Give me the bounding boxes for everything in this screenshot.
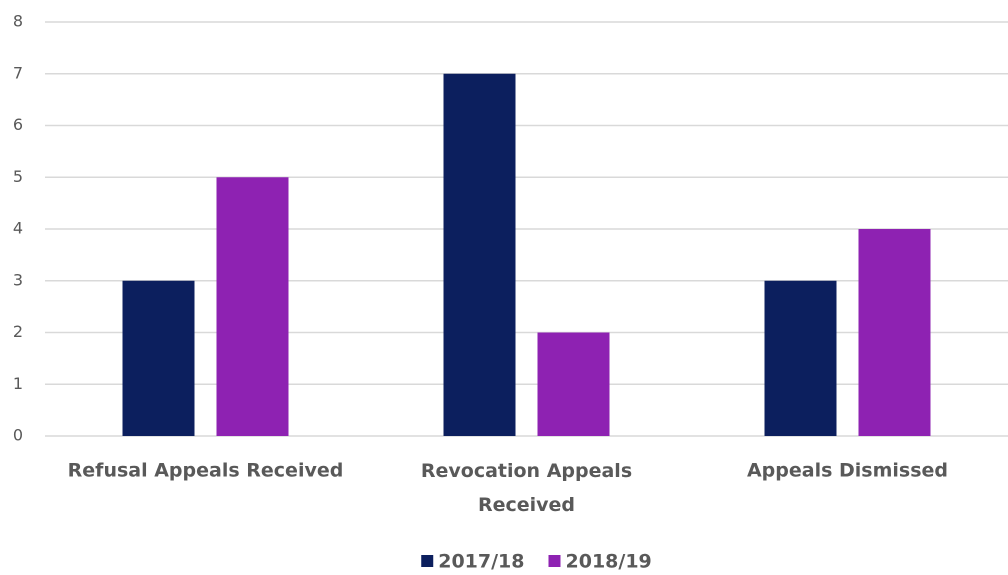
bar [858,229,931,436]
y-tick-label: 1 [13,374,23,393]
bar [216,177,289,436]
y-tick-label: 6 [13,115,23,134]
bar [764,280,837,436]
x-tick-label: Appeals Dismissed [747,460,948,482]
y-tick-label: 8 [13,12,23,31]
bar [122,280,195,436]
y-tick-label: 2 [13,322,23,341]
x-tick-label: Revocation Appeals Received [421,460,632,516]
y-tick-label: 4 [13,219,23,238]
bar [537,332,610,436]
y-tick-label: 7 [13,63,23,82]
bar [443,73,516,436]
legend-swatch [421,555,434,567]
legend: 2017/18 2018/19 [421,551,652,573]
legend-swatch [548,555,561,567]
x-tick-label: Refusal Appeals Received [68,460,344,482]
legend-label: 2018/19 [566,551,652,573]
y-tick-label: 5 [13,167,23,186]
y-tick-label: 0 [13,426,23,445]
legend-label: 2017/18 [438,551,524,573]
y-tick-label: 3 [13,270,23,289]
